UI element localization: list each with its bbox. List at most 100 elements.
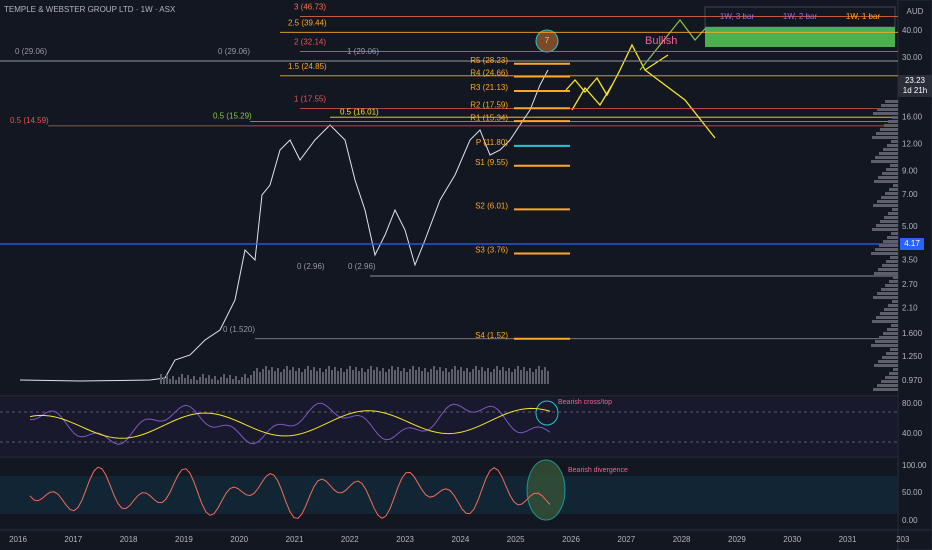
volume-bar bbox=[529, 368, 531, 384]
volume-bar bbox=[469, 372, 471, 384]
volume-bar bbox=[544, 367, 546, 384]
pivot-label: R2 (17.59) bbox=[470, 100, 508, 109]
volume-bar bbox=[409, 369, 411, 384]
volume-bar bbox=[193, 376, 195, 384]
volume-profile-bar bbox=[877, 292, 898, 295]
volume-profile-bar bbox=[893, 184, 898, 187]
volume-profile-bar bbox=[880, 128, 898, 131]
volume-bar bbox=[472, 369, 474, 384]
volume-profile-bar bbox=[874, 180, 898, 183]
volume-bar bbox=[496, 366, 498, 384]
time-tick-label: 2021 bbox=[286, 535, 304, 544]
volume-profile-bar bbox=[881, 104, 898, 107]
time-tick-label: 2031 bbox=[839, 535, 857, 544]
volume-bar bbox=[451, 369, 453, 384]
volume-bar bbox=[484, 371, 486, 384]
stoch-tick-label: 50.00 bbox=[902, 488, 923, 497]
volume-profile-bar bbox=[893, 368, 898, 371]
time-tick-label: 2030 bbox=[783, 535, 801, 544]
volume-profile-bar bbox=[873, 112, 898, 115]
fib-label: 2 (32.14) bbox=[294, 38, 326, 47]
rsi-tick-label: 80.00 bbox=[902, 399, 923, 408]
volume-bar bbox=[508, 368, 510, 384]
volume-profile-bar bbox=[883, 332, 898, 335]
volume-bar bbox=[190, 379, 192, 384]
volume-bar bbox=[424, 368, 426, 384]
pivot-label: R3 (21.13) bbox=[470, 83, 508, 92]
volume-bar bbox=[247, 378, 249, 384]
volume-bar bbox=[388, 369, 390, 384]
volume-profile-bar bbox=[891, 140, 898, 143]
volume-bar bbox=[370, 366, 372, 384]
volume-bar bbox=[325, 369, 327, 384]
volume-bar bbox=[481, 367, 483, 384]
time-tick-label: 203 bbox=[896, 535, 910, 544]
volume-bar bbox=[265, 366, 267, 384]
volume-bar bbox=[232, 379, 234, 384]
volume-bar bbox=[475, 366, 477, 384]
volume-bar bbox=[538, 366, 540, 384]
fib-label: 0.5 (14.59) bbox=[10, 116, 49, 125]
time-tick-label: 2025 bbox=[507, 535, 525, 544]
volume-profile-bar bbox=[889, 372, 898, 375]
volume-bar bbox=[394, 370, 396, 384]
bullish-label: Bullish bbox=[645, 35, 677, 47]
volume-bar bbox=[238, 380, 240, 384]
volume-bar bbox=[415, 370, 417, 384]
volume-profile-bar bbox=[880, 312, 898, 315]
volume-bar bbox=[292, 367, 294, 384]
volume-bar bbox=[169, 379, 171, 384]
volume-bar bbox=[307, 366, 309, 384]
volume-bar bbox=[487, 368, 489, 384]
volume-bar bbox=[178, 377, 180, 384]
volume-profile-bar bbox=[878, 360, 898, 363]
volume-profile-bar bbox=[888, 304, 898, 307]
volume-profile-bar bbox=[886, 260, 898, 263]
pivot-label: S3 (3.76) bbox=[475, 246, 508, 255]
volume-profile-bar bbox=[890, 256, 898, 259]
volume-profile-bar bbox=[875, 340, 898, 343]
stoch-tick-label: 0.00 bbox=[902, 516, 918, 525]
volume-bar bbox=[406, 372, 408, 384]
price-tick-label: 30.00 bbox=[902, 53, 923, 62]
volume-profile-bar bbox=[877, 200, 898, 203]
price-tick-label: 2.10 bbox=[902, 303, 918, 312]
volume-bar bbox=[289, 370, 291, 384]
volume-bar bbox=[196, 380, 198, 384]
volume-bar bbox=[172, 376, 174, 384]
rsi-highlight bbox=[535, 400, 559, 426]
volume-profile-bar bbox=[883, 148, 898, 151]
fib-label: 3 (46.73) bbox=[294, 2, 326, 11]
volume-bar bbox=[298, 368, 300, 384]
volume-bar bbox=[337, 371, 339, 384]
volume-profile-bar bbox=[890, 348, 898, 351]
fib-label: 0.5 (16.01) bbox=[340, 107, 379, 116]
volume-profile-bar bbox=[878, 268, 898, 271]
table-header-cell: 1W, 1 bar bbox=[846, 12, 881, 21]
time-tick-label: 2019 bbox=[175, 535, 193, 544]
time-tick-label: 2022 bbox=[341, 535, 359, 544]
marker-label: 4.17 bbox=[904, 239, 920, 248]
volume-bar bbox=[385, 372, 387, 384]
volume-bar bbox=[376, 367, 378, 384]
volume-bar bbox=[433, 366, 435, 384]
time-tick-label: 2028 bbox=[673, 535, 691, 544]
volume-profile-bar bbox=[887, 144, 898, 147]
volume-profile-bar bbox=[884, 308, 898, 311]
volume-profile-bar bbox=[871, 344, 898, 347]
volume-bar bbox=[223, 374, 225, 384]
volume-bar bbox=[181, 374, 183, 384]
rsi-tick-label: 40.00 bbox=[902, 429, 923, 438]
volume-profile-bar bbox=[886, 352, 898, 355]
volume-bar bbox=[478, 370, 480, 384]
volume-profile-bar bbox=[879, 244, 898, 247]
volume-bar bbox=[361, 368, 363, 384]
volume-profile-bar bbox=[891, 324, 898, 327]
volume-bar bbox=[427, 372, 429, 384]
time-tick-label: 2029 bbox=[728, 535, 746, 544]
volume-bar bbox=[547, 371, 549, 384]
volume-bar bbox=[448, 372, 450, 384]
price-tick-label: 2.70 bbox=[902, 280, 918, 289]
volume-bar bbox=[382, 368, 384, 384]
volume-bar bbox=[541, 370, 543, 384]
